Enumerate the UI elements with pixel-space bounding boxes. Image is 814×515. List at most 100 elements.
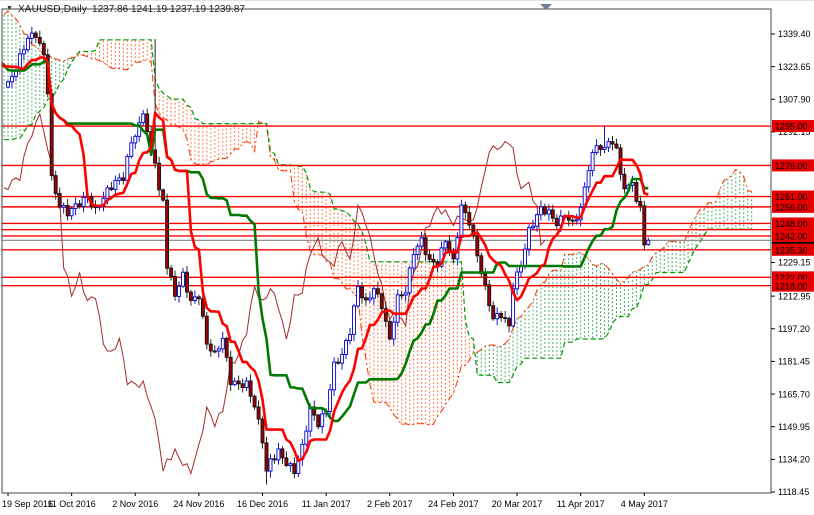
bear-candle	[463, 204, 468, 214]
bear-candle	[475, 235, 480, 257]
bear-candle	[467, 212, 472, 226]
bear-candle	[399, 294, 404, 297]
price-axis-label: 1339.40	[778, 29, 811, 39]
bear-candle	[550, 209, 555, 219]
bear-candle	[610, 141, 615, 145]
senkou-span-b-line	[4, 39, 752, 384]
price-axis-label: 1165.70	[778, 389, 810, 399]
price-axis-label: 1134.20	[778, 455, 810, 465]
bull-candle	[308, 406, 313, 432]
price-level-badge-bg	[772, 200, 814, 213]
bear-candle	[188, 291, 193, 301]
price-level-badge: 1261.00	[772, 190, 814, 203]
bear-candle	[165, 199, 170, 269]
bear-candle	[622, 173, 627, 190]
price-level-badge: 1248.00	[772, 217, 814, 230]
bull-candle	[459, 204, 464, 238]
bear-candle	[491, 305, 496, 320]
price-level-badge-bg	[772, 159, 814, 172]
price-level-badge-text: 1261.00	[775, 192, 808, 202]
bear-candle	[53, 175, 58, 194]
bear-candle	[503, 317, 508, 320]
bear-candle	[387, 320, 392, 340]
bull-candle	[606, 141, 611, 148]
bull-candle	[546, 209, 551, 215]
bull-candle	[344, 340, 348, 355]
bull-candle	[181, 271, 185, 287]
price-level-badge-bg	[772, 229, 814, 242]
bear-candle	[212, 350, 217, 353]
bear-candle	[423, 237, 428, 256]
bear-candle	[554, 217, 559, 227]
bear-candle	[248, 380, 253, 397]
price-level-badge-bg	[772, 190, 814, 203]
bear-candle	[499, 313, 504, 319]
bull-candle	[531, 225, 535, 229]
bear-candle	[272, 458, 277, 461]
bull-candle	[646, 239, 651, 245]
date-axis-label: 2 Nov 2016	[112, 499, 158, 509]
bull-candle	[527, 227, 531, 250]
bear-candle	[157, 162, 162, 191]
tenkan-sen-line	[2, 56, 649, 463]
price-level-badge-text: 1218.00	[775, 281, 808, 291]
bear-candle	[634, 181, 639, 202]
price-axis-label: 1323.65	[778, 62, 811, 72]
chikou-span-line	[3, 112, 546, 476]
bear-candle	[200, 298, 205, 317]
chart-frame	[1, 8, 772, 494]
price-level-badge: 1295.00	[772, 120, 814, 133]
bull-candle	[268, 458, 273, 472]
bull-candle	[395, 294, 400, 323]
bear-candle	[77, 203, 82, 207]
bull-candle	[534, 214, 539, 227]
bear-candle	[507, 317, 512, 327]
price-level-badge-text: 1256.00	[775, 202, 808, 212]
date-axis-label: 11 Jan 2017	[302, 499, 351, 509]
date-axis-label: 24 Nov 2016	[173, 499, 224, 509]
bull-candle	[419, 237, 424, 247]
price-axis-label: 1197.20	[778, 324, 810, 334]
price-level-badge: 1256.00	[772, 200, 814, 213]
chart-shift-marker-icon[interactable]	[540, 4, 552, 10]
price-level-badge: 1235.30	[772, 243, 814, 256]
bull-candle	[288, 463, 293, 467]
bull-candle	[328, 389, 333, 412]
bear-candle	[33, 32, 38, 38]
bear-candle	[252, 395, 257, 408]
bull-candle	[391, 321, 396, 340]
bear-candle	[185, 271, 189, 293]
bear-candle	[479, 255, 484, 275]
bear-candle	[363, 297, 368, 301]
bear-candle	[228, 356, 233, 386]
date-axis-label: 2 Feb 2017	[367, 499, 413, 509]
ohlc-toggle-icon[interactable]: ▼	[6, 5, 13, 12]
bull-candle	[6, 81, 10, 88]
chart-title: ▼ XAUUSD,Daily 1237.86 1241.19 1237.19 1…	[6, 4, 245, 15]
bear-candle	[204, 315, 209, 345]
bear-candle	[260, 418, 265, 444]
bull-candle	[523, 248, 527, 267]
plot-region	[2, 10, 771, 485]
bear-candle	[57, 192, 62, 208]
bull-candle	[411, 254, 416, 269]
bear-candle	[284, 457, 289, 466]
price-axis-label: 1307.90	[778, 94, 811, 104]
bear-candle	[153, 149, 158, 164]
price-level-badge: 1242.00	[772, 229, 814, 242]
bull-candle	[216, 348, 221, 352]
price-level-badge: 1218.00	[772, 279, 814, 292]
bull-candle	[10, 75, 14, 83]
bull-candle	[356, 286, 360, 307]
bull-candle	[320, 413, 325, 428]
price-level-badge-text: 1248.00	[775, 219, 808, 229]
bull-candle	[192, 296, 197, 301]
bear-candle	[41, 42, 46, 56]
date-axis-label: 24 Feb 2017	[428, 499, 479, 509]
bear-candle	[570, 219, 575, 222]
price-axis[interactable]: 1339.40 1323.65 1307.90 1292.15 1229.15 1212.…	[771, 29, 811, 497]
bear-candle	[483, 273, 488, 286]
